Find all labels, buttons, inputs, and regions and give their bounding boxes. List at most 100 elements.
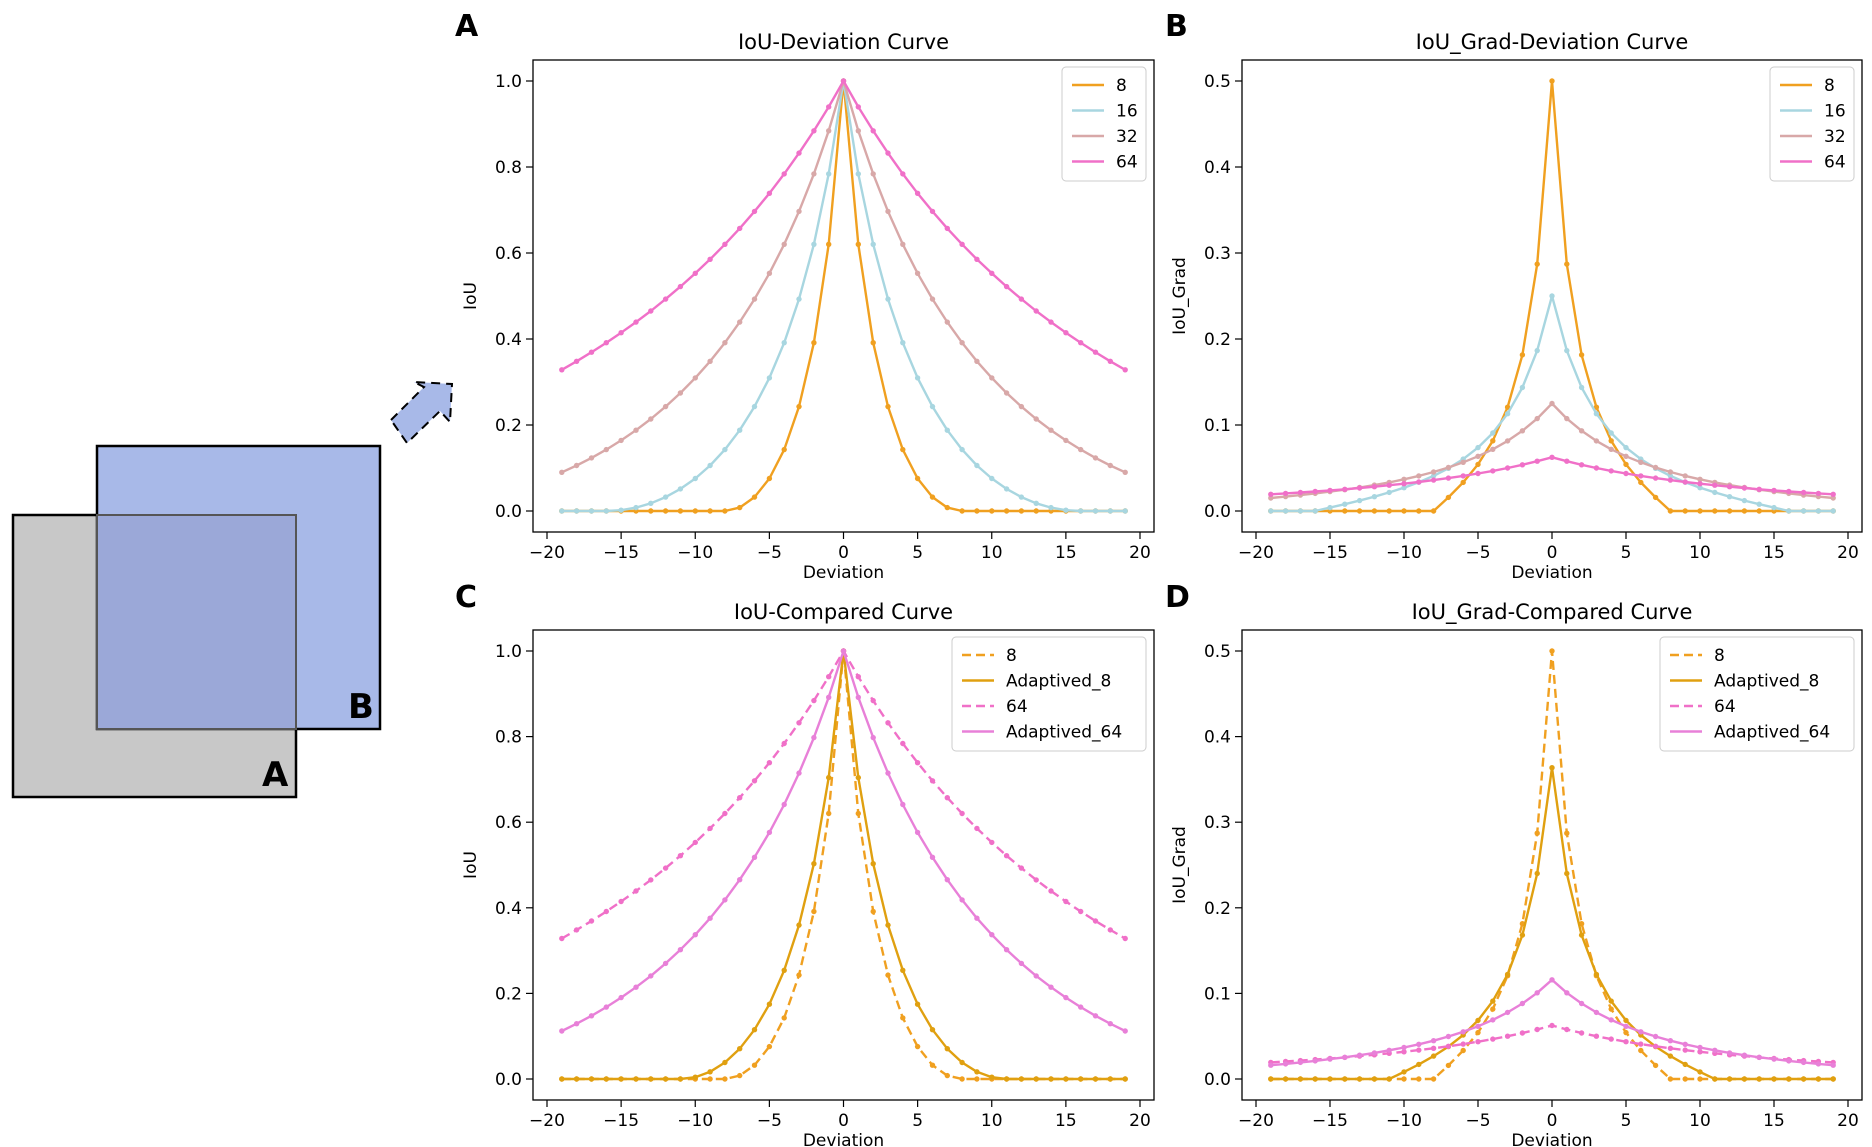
data-point	[1297, 508, 1304, 514]
data-point	[1504, 971, 1511, 978]
data-point	[722, 1076, 728, 1082]
data-point	[1460, 479, 1466, 486]
data-point	[648, 973, 654, 979]
data-point	[1282, 490, 1289, 497]
data-point	[1033, 973, 1039, 979]
data-point	[1268, 508, 1274, 514]
data-point	[1268, 1076, 1274, 1082]
panel-letter-d: D	[1165, 580, 1190, 615]
data-point	[1460, 1029, 1466, 1035]
chart-panel-iou-grad-compared: IoU_Grad-Compared Curve −20 −15 −10 −5 0 5 10 15…	[1170, 600, 1863, 1147]
data-point	[559, 1028, 565, 1034]
x-tick-label: −15	[603, 543, 639, 563]
data-point	[1107, 358, 1114, 364]
data-point	[1063, 330, 1069, 336]
data-point	[677, 853, 684, 859]
data-point	[1682, 1076, 1688, 1082]
chart-title: IoU-Compared Curve	[734, 600, 953, 624]
data-point	[1712, 1076, 1718, 1082]
data-point	[796, 972, 802, 978]
data-point	[1342, 1054, 1348, 1061]
data-point	[959, 340, 965, 346]
data-point	[751, 778, 758, 784]
data-point	[1003, 486, 1010, 492]
data-point	[826, 694, 832, 700]
data-point	[573, 1076, 580, 1082]
x-tick-label: −20	[1238, 543, 1274, 563]
data-point	[737, 319, 743, 325]
x-tick-label: −20	[529, 543, 565, 563]
data-point	[885, 150, 891, 156]
box-a-label: A	[262, 755, 289, 795]
data-point	[885, 972, 891, 978]
data-point	[1312, 1076, 1318, 1082]
data-point	[1063, 994, 1069, 1001]
data-point	[1490, 468, 1496, 474]
data-point	[603, 1004, 609, 1010]
data-point	[900, 171, 906, 177]
data-point	[1092, 508, 1099, 514]
data-point	[1401, 481, 1407, 487]
data-point	[855, 674, 861, 680]
x-tick-label: −20	[529, 1111, 565, 1131]
data-point	[929, 494, 936, 500]
data-point	[1312, 508, 1318, 514]
data-point	[1786, 1076, 1792, 1082]
x-tick-label: −10	[677, 1111, 713, 1131]
data-point	[914, 375, 921, 381]
data-point	[974, 462, 980, 469]
series-line	[561, 79, 1126, 513]
x-tick-label: 10	[981, 543, 1003, 563]
data-point	[1667, 508, 1674, 514]
box-illustration: A B	[11, 381, 454, 799]
data-point	[929, 403, 936, 410]
data-point	[1741, 508, 1748, 514]
data-point	[677, 947, 684, 953]
data-point	[588, 508, 595, 514]
data-point	[1504, 411, 1511, 417]
data-point	[751, 208, 758, 215]
data-point	[692, 270, 698, 276]
data-point	[1033, 416, 1039, 422]
data-point	[811, 861, 817, 867]
y-tick-label: 0.3	[1204, 813, 1231, 833]
data-point	[781, 801, 787, 808]
data-point	[1327, 487, 1333, 494]
data-point	[1564, 830, 1570, 836]
data-point	[677, 508, 684, 514]
data-point	[633, 504, 639, 511]
data-point	[1490, 998, 1496, 1004]
data-point	[603, 908, 609, 915]
x-tick-label: −15	[1312, 1111, 1348, 1131]
data-point	[1534, 347, 1540, 354]
chart-title: IoU-Deviation Curve	[738, 30, 949, 54]
data-point	[1726, 1050, 1733, 1056]
data-point	[648, 308, 654, 314]
data-point	[1475, 461, 1481, 468]
data-point	[1800, 508, 1807, 514]
data-point	[840, 78, 847, 84]
data-point	[1608, 998, 1614, 1004]
data-point	[989, 932, 995, 938]
data-point	[1638, 459, 1644, 465]
data-point	[588, 918, 595, 924]
data-point	[692, 1074, 698, 1080]
data-point	[618, 507, 624, 513]
data-point	[1800, 1059, 1807, 1066]
data-point	[1608, 446, 1614, 452]
y-tick-label: 0.0	[495, 1070, 522, 1090]
data-point	[1107, 1021, 1114, 1027]
data-point	[1430, 1045, 1437, 1052]
data-point	[1475, 453, 1481, 459]
x-tick-label: 15	[1763, 543, 1785, 563]
data-point	[781, 241, 787, 247]
data-point	[989, 375, 995, 381]
data-point	[870, 128, 876, 134]
data-point	[648, 508, 654, 514]
data-point	[1682, 1061, 1688, 1068]
data-point	[914, 190, 921, 196]
data-point	[944, 1046, 950, 1052]
data-point	[559, 935, 565, 942]
data-point	[1342, 508, 1348, 514]
data-point	[1078, 1004, 1084, 1010]
